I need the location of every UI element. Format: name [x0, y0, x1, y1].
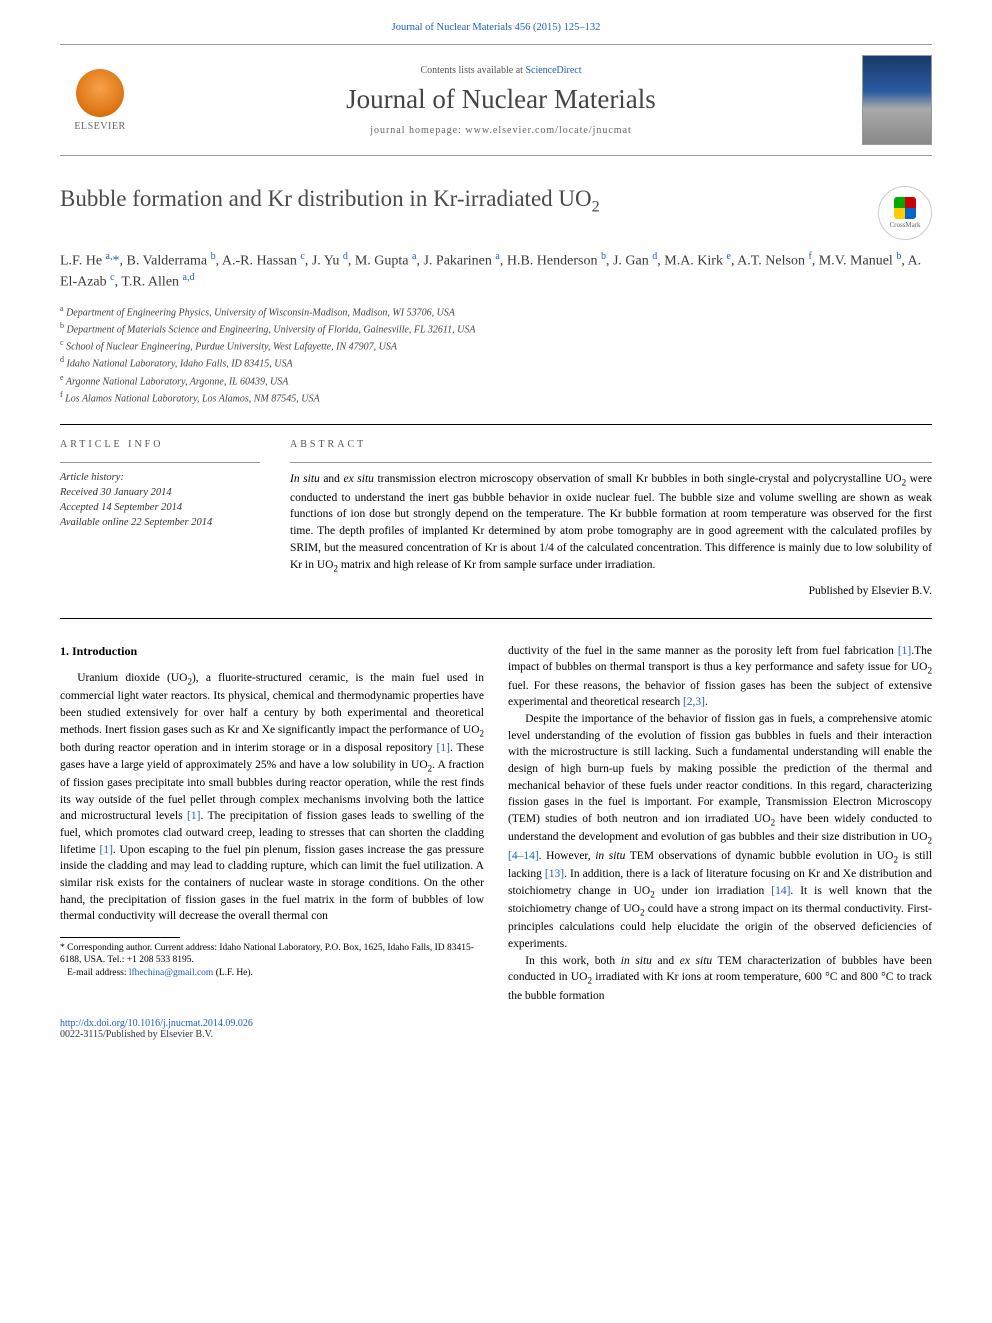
article-info: ARTICLE INFO Article history: Received 3… [60, 439, 260, 599]
masthead-center: Contents lists available at ScienceDirec… [140, 65, 862, 136]
article-body: 1. Introduction Uranium dioxide (UO2), a… [60, 643, 932, 1005]
article-history: Article history: Received 30 January 201… [60, 462, 260, 530]
homepage-label: journal homepage: [370, 125, 465, 136]
footnote-email-who: (L.F. He). [213, 968, 253, 978]
body-para-1: Uranium dioxide (UO2), a fluorite-struct… [60, 670, 484, 925]
affiliation-list: a Department of Engineering Physics, Uni… [60, 303, 932, 407]
crossmark-icon [894, 197, 916, 219]
title-subscript: 2 [592, 199, 600, 216]
history-received: Received 30 January 2014 [60, 486, 260, 501]
doi-link[interactable]: http://dx.doi.org/10.1016/j.jnucmat.2014… [60, 1018, 253, 1029]
history-accepted: Accepted 14 September 2014 [60, 501, 260, 516]
abstract-block: ABSTRACT In situ and ex situ transmissio… [290, 439, 932, 599]
crossmark-badge[interactable]: CrossMark [878, 186, 932, 240]
doi-copyright: 0022-3115/Published by Elsevier B.V. [60, 1029, 213, 1040]
journal-homepage: journal homepage: www.elsevier.com/locat… [140, 125, 862, 136]
sciencedirect-link[interactable]: ScienceDirect [525, 65, 581, 76]
footnote-email-link[interactable]: lfhechina@gmail.com [129, 968, 213, 978]
abstract-publisher: Published by Elsevier B.V. [290, 583, 932, 600]
journal-name: Journal of Nuclear Materials [140, 84, 862, 115]
contents-line: Contents lists available at ScienceDirec… [140, 65, 862, 76]
abstract-text-wrap: In situ and ex situ transmission electro… [290, 462, 932, 599]
elsevier-tree-icon [76, 69, 124, 117]
contents-prefix: Contents lists available at [420, 65, 525, 76]
section-heading-intro: 1. Introduction [60, 643, 484, 660]
body-para-2: Despite the importance of the behavior o… [508, 711, 932, 953]
rule-above-info [60, 424, 932, 425]
publisher-name: ELSEVIER [60, 121, 140, 132]
footnote-corr: * Corresponding author. Current address:… [60, 943, 474, 965]
article-header: Bubble formation and Kr distribution in … [60, 186, 932, 406]
doi-footer: http://dx.doi.org/10.1016/j.jnucmat.2014… [60, 1018, 932, 1040]
corresponding-footnote: * Corresponding author. Current address:… [60, 942, 484, 979]
citation-line: Journal of Nuclear Materials 456 (2015) … [392, 22, 601, 33]
body-para-3: In this work, both in situ and ex situ T… [508, 953, 932, 1005]
footnote-rule [60, 937, 180, 938]
rule-below-abstract [60, 618, 932, 619]
info-abstract-block: ARTICLE INFO Article history: Received 3… [60, 439, 932, 599]
journal-masthead: ELSEVIER Contents lists available at Sci… [60, 44, 932, 156]
homepage-url: www.elsevier.com/locate/jnucmat [465, 125, 631, 136]
history-label: Article history: [60, 471, 260, 486]
footnote-email-label: E-mail address: [67, 968, 129, 978]
abstract-heading: ABSTRACT [290, 439, 932, 450]
page-header: Journal of Nuclear Materials 456 (2015) … [0, 0, 992, 40]
body-para-1b: ductivity of the fuel in the same manner… [508, 643, 932, 711]
article-info-heading: ARTICLE INFO [60, 439, 260, 450]
author-list: L.F. He a,*, B. Valderrama b, A.-R. Hass… [60, 250, 932, 293]
publisher-logo: ELSEVIER [60, 69, 140, 132]
article-title: Bubble formation and Kr distribution in … [60, 186, 600, 217]
journal-cover-thumb [862, 55, 932, 145]
title-text: Bubble formation and Kr distribution in … [60, 186, 592, 211]
history-online: Available online 22 September 2014 [60, 516, 260, 531]
abstract-text: In situ and ex situ transmission electro… [290, 471, 932, 574]
crossmark-label: CrossMark [889, 221, 920, 229]
